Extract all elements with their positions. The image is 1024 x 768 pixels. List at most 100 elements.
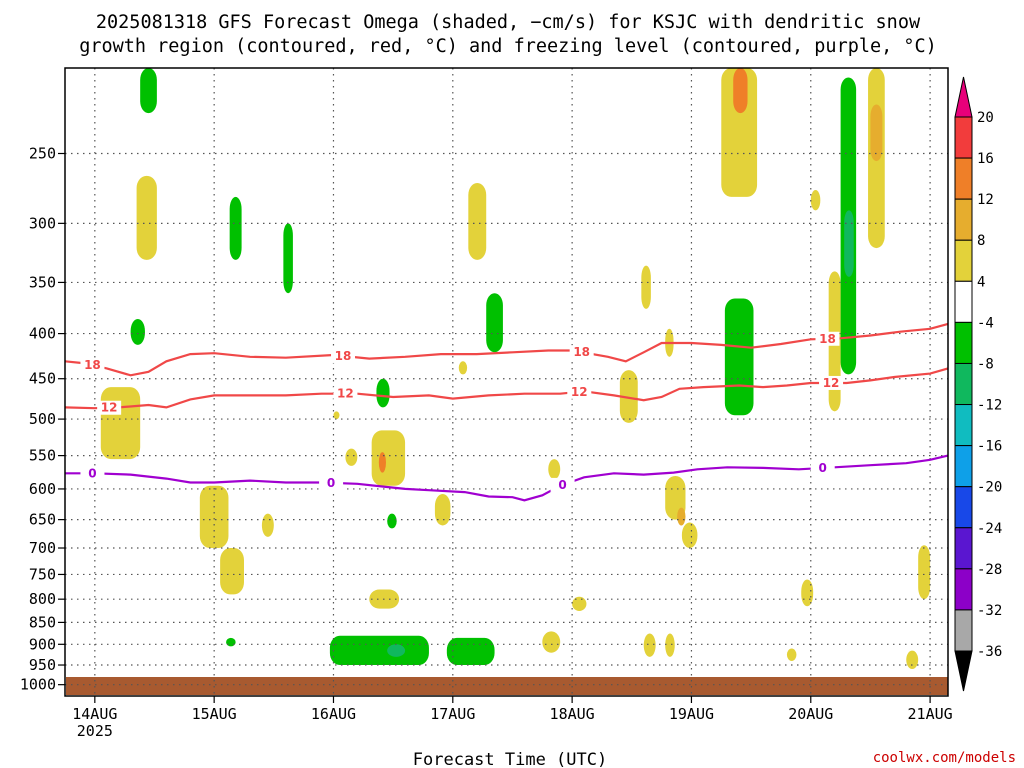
omega-shade-area	[786, 648, 797, 661]
contour-label: 0	[327, 476, 335, 490]
colorbar-segment	[954, 362, 973, 406]
y-tick-label: 850	[29, 613, 56, 631]
colorbar-segment	[954, 445, 973, 488]
colorbar-label: 12	[977, 192, 994, 208]
contour-label: 18	[573, 345, 590, 359]
omega-shade-area	[542, 631, 561, 653]
omega-shade-area	[140, 68, 157, 114]
contour-label-bg	[319, 475, 344, 490]
colorbar-label: -24	[977, 521, 1002, 537]
colorbar-segment	[954, 198, 973, 241]
y-tick-label: 400	[29, 325, 56, 343]
colorbar-label: -4	[977, 315, 994, 331]
ground-surface	[66, 677, 948, 695]
plot-frame	[64, 67, 949, 697]
omega-shading	[100, 68, 931, 670]
contour-label-bg	[815, 331, 840, 346]
omega-shade-area	[721, 68, 758, 197]
colorbar-segment	[954, 157, 973, 200]
contour-label: 12	[337, 387, 354, 401]
contour-label-bg	[569, 345, 594, 360]
omega-shade-area	[918, 545, 931, 600]
contour-label: 0	[88, 466, 96, 480]
colorbar-label: -16	[977, 439, 1002, 455]
omega-shade-area	[641, 265, 651, 309]
colorbar-segment	[954, 321, 973, 364]
colorbar-label: 20	[977, 110, 994, 126]
colorbar-label: -36	[977, 644, 1002, 660]
y-tick-label: 750	[29, 565, 56, 583]
colorbar-segment	[954, 527, 973, 570]
contour-label-bg	[550, 477, 575, 492]
colorbar-label: -32	[977, 603, 1002, 619]
contour-line-0	[65, 454, 949, 502]
omega-shade-area	[572, 596, 587, 611]
y-tick-label: 950	[29, 656, 56, 674]
y-tick-label: 650	[29, 511, 56, 529]
temperature-contours: 18 18 18 18 12 12 12 12 0 0 0 0	[64, 322, 949, 502]
omega-shade-area	[458, 361, 468, 375]
x-tick-year: 2025	[77, 722, 113, 740]
contour-label-bg	[331, 348, 356, 363]
x-tick-label: 21AUG	[908, 705, 953, 723]
omega-shade-area	[548, 459, 561, 480]
omega-shade-area	[376, 378, 390, 408]
colorbar-label: -12	[977, 398, 1002, 414]
contour-label-bg	[333, 386, 358, 401]
colorbar-segment	[954, 568, 973, 611]
x-tick-label: 18AUG	[550, 705, 595, 723]
y-tick-label: 700	[29, 539, 56, 557]
y-axis: 250 300 350 400 450 500 550 600 650 700 750 800 850 9…	[20, 144, 65, 694]
omega-shade-area	[733, 68, 748, 114]
omega-shade-area	[870, 104, 883, 162]
y-tick-label: 500	[29, 410, 56, 428]
plot-background	[65, 68, 948, 696]
contour-label: 18	[819, 332, 836, 346]
contour-label-bg	[567, 384, 592, 399]
colorbar-segment	[954, 239, 973, 282]
chart-title-line2: growth region (contoured, red, °C) and f…	[79, 36, 937, 57]
contour-label: 0	[558, 478, 566, 492]
omega-shade-area	[226, 637, 236, 647]
contour-label: 0	[819, 461, 827, 475]
x-tick-label: 19AUG	[669, 705, 714, 723]
y-tick-label: 800	[29, 590, 56, 608]
omega-shade-area	[220, 548, 244, 595]
omega-shade-area	[643, 633, 656, 657]
omega-shade-area	[229, 196, 242, 260]
omega-shade-area	[486, 293, 503, 353]
omega-shade-area	[333, 411, 340, 420]
contour-label: 12	[571, 385, 588, 399]
omega-shade-area	[283, 223, 293, 294]
omega-shade-area	[681, 522, 698, 549]
x-tick-label: 15AUG	[192, 705, 237, 723]
omega-shade-area	[371, 430, 406, 486]
contour-label: 12	[823, 376, 840, 390]
colorbar-bottom-arrow	[954, 650, 973, 692]
colorbar-label: 4	[977, 274, 985, 290]
omega-shade-area	[619, 370, 638, 423]
y-tick-label: 1000	[20, 676, 56, 694]
omega-shade-area	[724, 298, 754, 416]
contour-line--18	[64, 322, 949, 377]
omega-shade-area	[387, 644, 406, 657]
omega-shade-area	[378, 452, 386, 473]
colorbar-label: 16	[977, 151, 994, 167]
omega-shade-area	[677, 507, 686, 526]
y-tick-label: 250	[29, 144, 56, 162]
omega-shade-area	[844, 210, 854, 277]
colorbar-segment	[954, 280, 973, 323]
colorbar-label: -8	[977, 356, 994, 372]
colorbar-top-arrow	[954, 76, 973, 118]
omega-shade-area	[136, 175, 157, 260]
y-tick-label: 450	[29, 370, 56, 388]
omega-shade-area	[446, 637, 495, 666]
omega-shade-area	[100, 387, 141, 460]
contour-label-bg	[80, 358, 105, 373]
x-tick-label: 14AUG	[72, 705, 117, 723]
contour-label-bg	[80, 466, 105, 481]
y-tick-label: 550	[29, 447, 56, 465]
y-tick-label: 300	[29, 214, 56, 232]
x-tick-label: 16AUG	[311, 705, 356, 723]
